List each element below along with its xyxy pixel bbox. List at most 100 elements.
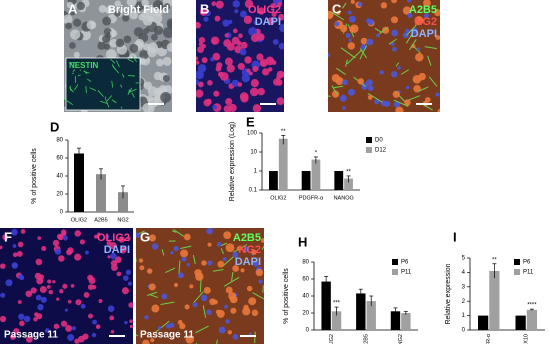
nucleus [267,67,273,72]
inset-fiber [110,58,116,64]
cell [64,14,73,25]
nucleus [256,53,264,61]
cell [109,29,118,38]
process [165,267,176,273]
nucleus [278,13,284,21]
cell [139,50,149,60]
x-tick-label: NG2 [117,217,128,223]
nucleus [173,282,179,288]
nucleus [236,246,242,252]
cell [109,38,118,48]
stain-label: OLIG2 [97,232,130,244]
nucleus [342,106,346,110]
process [193,291,204,304]
nucleus [52,280,56,284]
nucleus [366,79,373,86]
nucleus [367,95,373,100]
inset-fiber [99,108,101,111]
nucleus [244,0,254,9]
nucleus [279,23,284,33]
nucleus [237,82,243,87]
nucleus [44,328,50,334]
cell [166,18,172,28]
cell [166,42,172,53]
process [199,279,202,293]
legend-label: P6 [401,260,409,266]
nucleus [170,251,174,255]
nucleus [234,9,239,14]
nucleus [248,297,257,306]
stain-label: Bright Field [108,4,169,16]
process [160,301,175,306]
nucleus [368,85,374,91]
inset-fiber [104,96,107,101]
cell [141,0,149,7]
inset-fiber [105,100,110,108]
cell [102,34,111,43]
process [427,55,432,66]
nucleus [260,238,264,243]
process [328,95,331,97]
nucleus [216,242,222,247]
nucleus [56,297,60,301]
significance: *** [333,301,341,307]
process [367,93,383,103]
nucleus [240,41,248,49]
y-tick-label: 40 [302,294,309,300]
process [400,69,410,75]
nucleus [418,72,426,81]
inset-fiber [116,60,120,68]
nucleus [413,84,421,93]
nucleus [35,294,42,301]
cell [133,27,144,37]
nucleus [107,305,115,312]
y-axis-label: % of positive cells [31,148,38,204]
nucleus [406,0,412,3]
nucleus [92,319,98,325]
nucleus [12,244,17,248]
nucleus [379,70,384,75]
nucleus [367,19,374,26]
nucleus [85,250,89,255]
nucleus [118,236,125,243]
nucleus [36,277,44,285]
x-tick-label: A2B5 [94,217,107,223]
nucleus [127,236,131,241]
process [231,272,234,282]
nucleus [114,256,122,264]
nucleus [54,248,62,255]
x-tick-label: A2B5 [363,334,369,344]
nucleus [391,29,398,37]
process [409,39,417,51]
nucleus [336,10,341,16]
nucleus [228,103,237,112]
cell [69,42,76,49]
y-tick-label: 4 [462,270,466,276]
nucleus [347,88,355,96]
inset-fiber [87,78,92,82]
panel-letter: G [140,229,150,244]
process [155,320,170,333]
significance: **** [527,303,537,309]
nucleus [232,28,238,34]
nucleus [223,39,232,48]
nucleus [67,334,75,342]
nucleus [434,9,440,17]
process [262,285,264,293]
nucleus [19,320,25,327]
legend-swatch [366,147,372,153]
nucleus [222,19,230,27]
inset-fiber [112,65,120,74]
nucleus [225,98,233,106]
nucleus [129,324,133,329]
y-tick-label: 60 [302,277,309,283]
inset-fiber [74,84,79,91]
nucleus [0,315,7,323]
nucleus [276,97,284,106]
nucleus [107,255,111,259]
inset-fiber [131,55,137,63]
cell [145,6,157,18]
nucleus [405,85,410,90]
